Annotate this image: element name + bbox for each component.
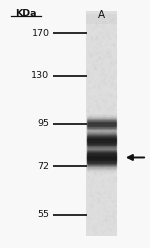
Text: 95: 95 xyxy=(38,120,50,128)
Bar xyxy=(86,14,117,24)
Text: KDa: KDa xyxy=(15,9,37,18)
Text: 55: 55 xyxy=(38,210,50,219)
Bar xyxy=(86,11,117,236)
Text: 130: 130 xyxy=(31,71,50,80)
Text: 170: 170 xyxy=(32,29,50,38)
Text: 72: 72 xyxy=(38,162,50,171)
Text: A: A xyxy=(98,10,105,20)
